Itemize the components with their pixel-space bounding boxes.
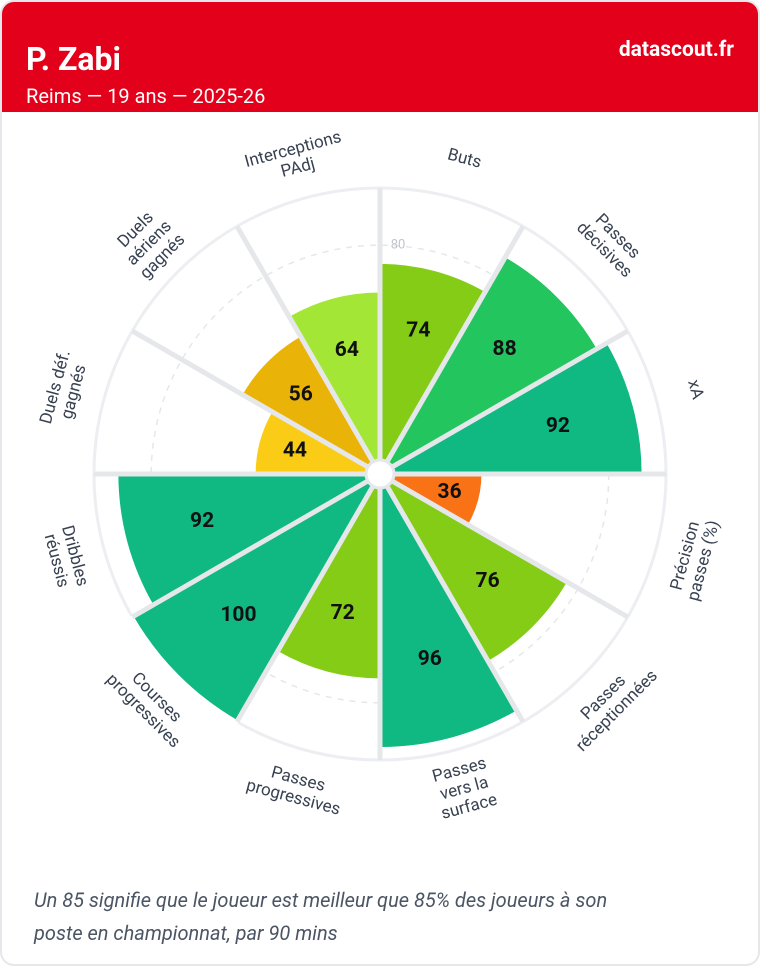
category-label-line: Buts: [445, 145, 483, 173]
footnote: Un 85 signifie que le joueur est meilleu…: [34, 884, 607, 950]
bar: [115, 472, 386, 608]
bar: [374, 340, 645, 476]
value-label: 96: [418, 647, 442, 671]
divider: [377, 472, 526, 723]
value-label: 100: [220, 603, 256, 627]
header: P. Zabi Reims — 19 ans — 2025-26 datasco…: [2, 2, 758, 112]
bar: [378, 468, 520, 751]
category-label: xA: [683, 377, 707, 401]
divider: [131, 328, 382, 477]
value-label: 92: [546, 414, 570, 438]
category-label: Duels déf.gagnés: [36, 348, 91, 426]
value-label: 72: [331, 601, 355, 625]
divider: [378, 328, 629, 477]
divider: [377, 225, 526, 476]
bar: [130, 469, 385, 724]
subtitle: Reims — 19 ans — 2025-26: [26, 84, 266, 108]
value-label: 88: [493, 337, 517, 361]
divider: [234, 225, 383, 476]
divider: [378, 471, 629, 620]
value-label: 44: [283, 439, 307, 463]
value-label: 74: [406, 318, 430, 342]
divider: [131, 471, 382, 620]
category-label-line: xA: [683, 377, 707, 401]
value-label: 64: [335, 338, 359, 362]
bar: [378, 260, 488, 480]
divider: [234, 472, 383, 723]
bar: [375, 469, 571, 665]
title: P. Zabi: [26, 40, 121, 78]
category-label: Buts: [445, 145, 483, 173]
brand[interactable]: datascout.fr: [618, 38, 734, 62]
center-hole: [364, 458, 396, 490]
r-tick-label: 80: [391, 238, 406, 253]
bar: [274, 468, 382, 682]
value-label: 92: [190, 509, 214, 533]
value-label: 76: [476, 569, 500, 593]
footnote-line: poste en championnat, par 90 mins: [34, 921, 338, 945]
footnote-line: Un 85 signifie que le joueur est meilleu…: [34, 888, 608, 912]
bar: [375, 253, 601, 479]
value-label: 36: [438, 480, 462, 504]
value-label: 56: [289, 382, 313, 406]
